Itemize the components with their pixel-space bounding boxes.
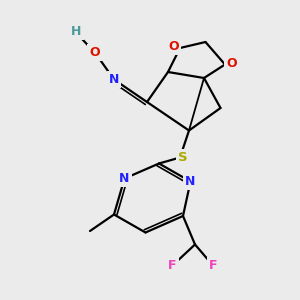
Text: S: S (178, 151, 188, 164)
Text: O: O (226, 56, 237, 70)
Text: H: H (71, 25, 82, 38)
Text: O: O (169, 40, 179, 53)
Text: N: N (109, 73, 119, 86)
Text: F: F (168, 259, 177, 272)
Text: F: F (209, 259, 217, 272)
Text: N: N (119, 172, 130, 185)
Text: O: O (89, 46, 100, 59)
Text: N: N (185, 175, 196, 188)
